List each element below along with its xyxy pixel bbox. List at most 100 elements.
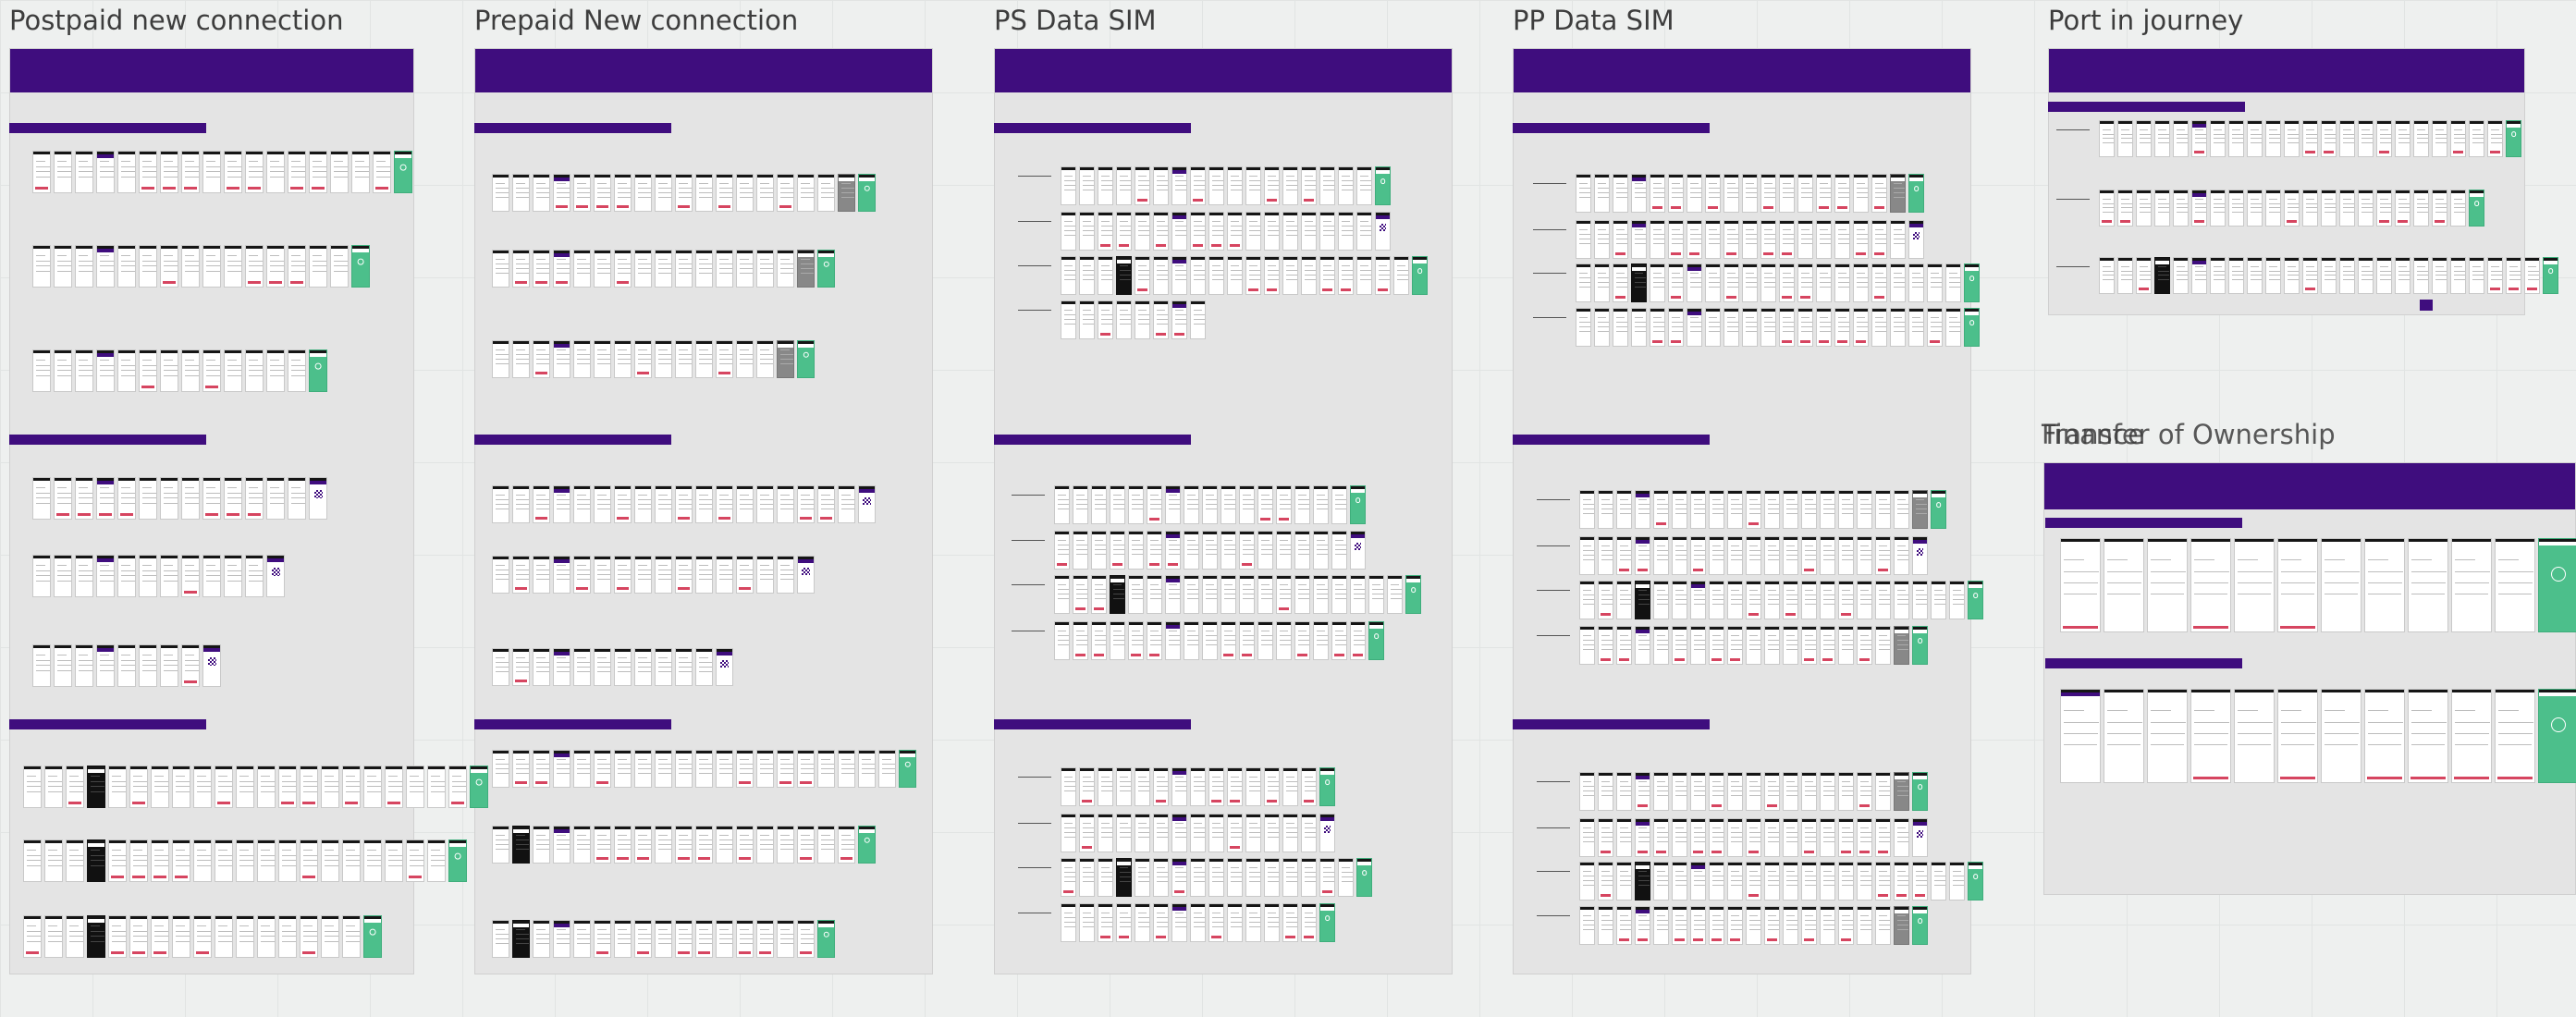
success-screen-thumbnail[interactable] [363,915,382,958]
screen-thumbnail[interactable] [1356,256,1372,295]
screen-thumbnail[interactable] [817,750,835,788]
screen-thumbnail[interactable] [1783,818,1798,857]
board-title-port-in[interactable]: Port in journey [2048,7,2243,34]
screen-thumbnail[interactable] [736,826,754,864]
success-screen-thumbnail[interactable] [817,250,835,288]
screen-thumbnail[interactable] [1331,575,1347,614]
screen-thumbnail[interactable] [1894,536,1909,575]
qr-screen-thumbnail[interactable] [1912,818,1928,857]
screen-thumbnail[interactable] [2136,190,2152,227]
screen-thumbnail[interactable] [533,174,550,212]
screen-thumbnail[interactable] [1301,814,1317,852]
success-screen-thumbnail[interactable] [351,245,370,288]
screen-thumbnail[interactable] [1282,858,1298,897]
screen-thumbnail[interactable] [594,485,611,523]
screen-thumbnail[interactable] [2395,190,2410,227]
screen-thumbnail[interactable] [2495,689,2535,783]
screen-thumbnail[interactable] [1579,490,1595,529]
screen-thumbnail[interactable] [1135,300,1150,339]
screen-thumbnail[interactable] [512,250,530,288]
screen-thumbnail[interactable] [1282,256,1298,295]
screen-thumbnail-purple[interactable] [1635,906,1650,945]
screen-thumbnail[interactable] [193,766,212,808]
screen-thumbnail[interactable] [1672,772,1687,811]
screen-thumbnail[interactable] [756,556,774,594]
screen-thumbnail[interactable] [1783,772,1798,811]
screen-thumbnail[interactable] [2247,120,2263,157]
screen-thumbnail[interactable] [193,839,212,882]
screen-thumbnail[interactable] [2487,120,2503,157]
screen-thumbnail-purple[interactable] [2191,120,2207,157]
screen-thumbnail[interactable] [1294,575,1310,614]
screen-thumbnail[interactable] [266,477,285,520]
screen-thumbnail[interactable] [2413,120,2429,157]
screen-thumbnail[interactable] [1853,308,1869,347]
screen-thumbnail[interactable] [321,766,339,808]
screen-thumbnail[interactable] [1579,818,1595,857]
screen-thumbnail[interactable] [172,915,190,958]
screen-thumbnail[interactable] [1746,906,1761,945]
screen-thumbnail[interactable] [117,477,136,520]
screen-thumbnail[interactable] [1838,626,1854,665]
success-screen-thumbnail[interactable] [899,750,916,788]
screen-thumbnail[interactable] [129,839,148,882]
qr-screen-thumbnail[interactable] [716,648,733,686]
screen-thumbnail[interactable] [160,349,178,392]
screen-thumbnail[interactable] [1079,212,1095,251]
screen-thumbnail[interactable] [2210,190,2226,227]
section-header-bar[interactable] [474,719,671,729]
screen-thumbnail[interactable] [1116,212,1132,251]
screen-thumbnail-dark[interactable] [87,839,105,882]
screen-thumbnail[interactable] [75,349,93,392]
screen-thumbnail[interactable] [817,485,835,523]
screen-thumbnail-dark[interactable] [1635,581,1650,619]
screen-thumbnail[interactable] [614,250,632,288]
screen-thumbnail[interactable] [1871,174,1887,213]
screen-thumbnail[interactable] [614,556,632,594]
screen-thumbnail[interactable] [614,174,632,212]
screen-thumbnail[interactable] [2364,538,2405,632]
screen-thumbnail[interactable] [1190,300,1206,339]
screen-thumbnail[interactable] [756,750,774,788]
qr-screen-thumbnail[interactable] [309,477,327,520]
screen-thumbnail[interactable] [1294,485,1310,524]
screen-thumbnail[interactable] [1208,858,1224,897]
screen-thumbnail[interactable] [1779,220,1795,259]
screen-thumbnail-purple[interactable] [1171,212,1187,251]
screen-thumbnail[interactable] [2284,190,2300,227]
success-screen-thumbnail[interactable] [858,174,876,212]
screen-thumbnail[interactable] [224,477,242,520]
screen-thumbnail-purple[interactable] [553,556,570,594]
screen-thumbnail[interactable] [1875,581,1891,619]
screen-thumbnail[interactable] [1871,308,1887,347]
screen-thumbnail[interactable] [1387,575,1403,614]
screen-thumbnail[interactable] [1650,308,1665,347]
screen-thumbnail[interactable] [1061,300,1076,339]
screen-thumbnail[interactable] [1338,256,1354,295]
screen-thumbnail[interactable] [44,766,63,808]
screen-thumbnail[interactable] [1616,490,1632,529]
screen-thumbnail[interactable] [2450,190,2466,227]
screen-thumbnail[interactable] [1838,490,1854,529]
screen-thumbnail[interactable] [236,915,254,958]
screen-thumbnail[interactable] [1079,300,1095,339]
screen-thumbnail[interactable] [1838,906,1854,945]
screen-thumbnail[interactable] [2469,120,2484,157]
screen-thumbnail[interactable] [1301,903,1317,942]
screen-thumbnail-purple[interactable] [553,920,570,958]
screen-thumbnail[interactable] [1908,308,1924,347]
screen-thumbnail[interactable] [2358,120,2374,157]
screen-thumbnail[interactable] [1949,862,1965,901]
screen-thumbnail[interactable] [1264,858,1280,897]
screen-thumbnail[interactable] [2234,538,2275,632]
screen-thumbnail[interactable] [2451,538,2492,632]
screen-thumbnail[interactable] [1598,772,1613,811]
screen-thumbnail[interactable] [614,485,632,523]
screen-thumbnail[interactable] [1054,575,1070,614]
screen-thumbnail[interactable] [573,750,591,788]
screen-thumbnail[interactable] [32,245,51,288]
screen-thumbnail[interactable] [573,174,591,212]
screen-thumbnail[interactable] [1760,220,1776,259]
screen-thumbnail-purple[interactable] [1171,903,1187,942]
screen-thumbnail[interactable] [236,766,254,808]
